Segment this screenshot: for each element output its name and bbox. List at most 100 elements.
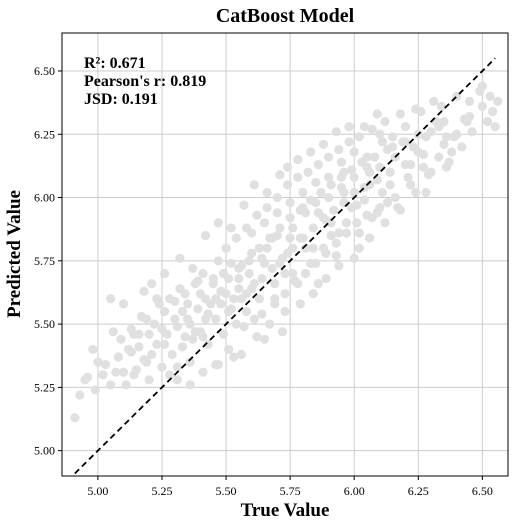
data-point: [421, 187, 431, 198]
data-point: [188, 263, 198, 274]
data-point: [275, 170, 285, 180]
data-point: [336, 157, 346, 167]
data-point: [298, 187, 308, 198]
data-point: [275, 223, 285, 233]
data-point: [323, 152, 334, 162]
data-point: [267, 263, 277, 274]
data-point: [331, 127, 341, 137]
data-point: [100, 360, 111, 370]
data-point: [308, 289, 318, 299]
data-point: [221, 243, 231, 253]
data-point: [364, 180, 375, 190]
data-point: [234, 273, 244, 284]
data-point: [177, 342, 188, 352]
data-point: [344, 137, 354, 147]
data-point: [218, 329, 229, 339]
y-tick-label: 5.50: [34, 317, 55, 331]
data-point: [236, 349, 247, 360]
data-point: [159, 268, 170, 279]
data-point: [139, 286, 149, 296]
data-point: [390, 192, 400, 203]
data-point: [388, 142, 398, 152]
data-point: [482, 117, 493, 127]
data-point: [352, 218, 362, 228]
data-point: [280, 306, 290, 317]
data-point: [141, 314, 152, 324]
data-point: [226, 258, 236, 268]
data-point: [108, 327, 118, 337]
data-point: [321, 273, 331, 284]
y-tick-label: 5.75: [34, 254, 55, 268]
data-point: [282, 248, 293, 258]
data-point: [334, 261, 344, 271]
data-point: [400, 137, 411, 147]
data-point: [172, 362, 182, 372]
data-point: [395, 205, 405, 215]
data-point: [380, 218, 390, 228]
data-point: [198, 332, 208, 342]
data-point: [405, 180, 416, 190]
data-point: [493, 96, 503, 106]
data-point: [221, 289, 231, 299]
data-point: [416, 106, 426, 117]
data-point: [326, 230, 336, 241]
x-tick-label: 5.00: [87, 484, 108, 498]
x-tick-label: 5.25: [151, 484, 172, 498]
data-point: [375, 129, 385, 139]
data-point: [277, 327, 288, 337]
data-point: [298, 203, 308, 213]
data-point: [385, 180, 395, 190]
data-point: [318, 243, 329, 253]
data-point: [272, 230, 282, 241]
data-point: [229, 294, 239, 304]
y-tick-label: 6.00: [34, 191, 55, 205]
data-point: [111, 367, 121, 377]
data-point: [106, 380, 116, 390]
data-point: [318, 139, 329, 149]
data-point: [252, 210, 262, 220]
data-point: [370, 152, 380, 162]
data-point: [185, 357, 195, 367]
data-point: [449, 132, 459, 142]
data-point: [367, 213, 377, 223]
data-point: [334, 144, 344, 155]
data-point: [93, 357, 103, 367]
data-point: [231, 233, 241, 243]
data-point: [121, 380, 131, 390]
annotation-pearson: Pearson's r: 0.819: [84, 73, 206, 90]
data-point: [185, 319, 195, 329]
data-point: [229, 352, 239, 362]
data-point: [339, 198, 349, 208]
data-point: [377, 187, 388, 198]
data-point: [257, 309, 267, 319]
x-tick-label: 5.75: [280, 484, 301, 498]
data-point: [464, 96, 475, 106]
data-point: [293, 279, 303, 289]
data-point: [157, 362, 167, 372]
data-point: [129, 329, 139, 339]
data-point: [359, 195, 370, 205]
data-point: [285, 233, 295, 243]
data-point: [285, 198, 295, 208]
data-point: [367, 124, 377, 134]
data-point: [426, 167, 436, 177]
data-point: [400, 122, 411, 132]
x-tick-label: 6.50: [472, 484, 493, 498]
data-point: [300, 243, 311, 253]
data-point: [349, 172, 359, 182]
data-point: [180, 332, 190, 342]
data-point: [165, 370, 175, 380]
data-point: [262, 243, 272, 253]
data-point: [362, 152, 372, 162]
data-point: [275, 258, 285, 268]
x-tick-label: 5.50: [216, 484, 237, 498]
data-point: [311, 177, 321, 187]
y-tick-label: 6.25: [34, 127, 55, 141]
data-point: [403, 172, 413, 182]
data-point: [144, 329, 154, 339]
data-point: [188, 334, 198, 344]
data-point: [159, 306, 170, 317]
data-point: [288, 223, 298, 233]
data-point: [203, 309, 213, 319]
data-point: [447, 147, 457, 157]
